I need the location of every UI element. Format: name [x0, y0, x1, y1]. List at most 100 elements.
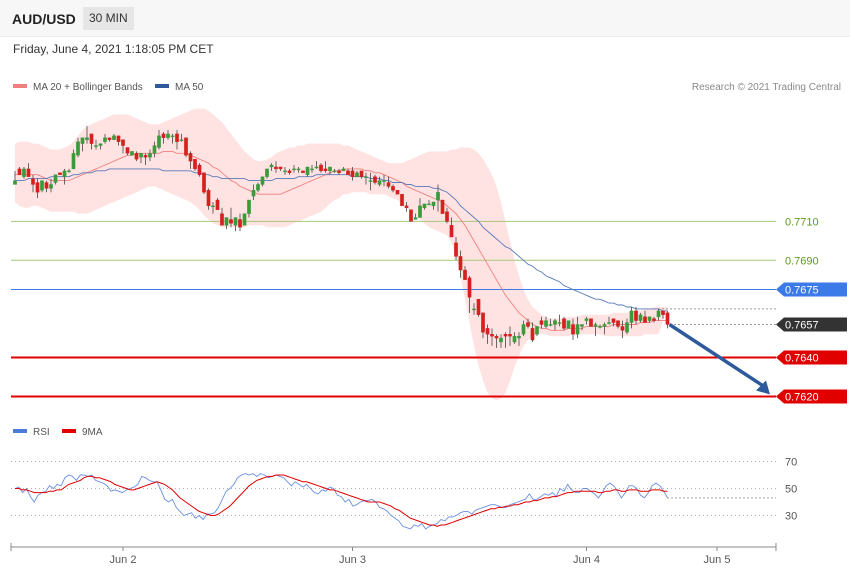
candle-body — [638, 314, 643, 321]
timeframe-badge[interactable]: 30 MIN — [83, 7, 134, 30]
candle-body — [179, 139, 184, 141]
candle-body — [170, 135, 175, 138]
candle-body — [530, 328, 535, 341]
level-tag-label: 0.7657 — [785, 319, 819, 331]
candle-body — [26, 168, 31, 177]
candle-body — [148, 153, 152, 158]
candle-body — [62, 170, 67, 177]
candle-body — [94, 145, 98, 147]
rsi-legend-swatch — [62, 429, 76, 433]
candle-body — [436, 192, 440, 201]
candle-body — [175, 133, 179, 142]
candle-body — [607, 322, 611, 324]
candle-body — [463, 269, 467, 280]
candle-body — [544, 320, 548, 327]
candle-body — [359, 170, 364, 177]
candle-body — [634, 310, 638, 321]
candle-body — [278, 166, 283, 170]
candle-body — [202, 172, 206, 193]
candle-body — [251, 190, 256, 197]
candle-body — [643, 316, 647, 323]
candle-body — [35, 182, 40, 193]
candle-body — [395, 190, 400, 195]
candle-body — [647, 316, 652, 321]
rsi-legend-label: RSI — [33, 427, 50, 438]
candle-body — [521, 324, 526, 335]
candle-body — [152, 145, 157, 154]
candle-body — [598, 326, 602, 328]
rsi-tick-label: 70 — [785, 457, 797, 469]
candle-body — [323, 168, 328, 172]
level-tags: 0.7710 0.7690 0.7675 0.7657 0.7640 0.7620 — [776, 216, 847, 404]
candle-body — [224, 217, 229, 226]
candle-body — [233, 217, 238, 226]
rsi-tick-label: 50 — [785, 484, 797, 496]
candles — [13, 126, 670, 348]
candle-body — [256, 184, 260, 191]
candle-body — [143, 155, 148, 158]
candle-body — [161, 133, 166, 138]
level-label: 0.7690 — [785, 255, 819, 267]
candle-body — [301, 170, 305, 173]
candle-body — [130, 151, 134, 156]
rsi-legend-label: 9MA — [82, 427, 103, 438]
candle-body — [589, 318, 593, 327]
candle-body — [247, 199, 251, 214]
candle-body — [400, 193, 404, 207]
candle-body — [368, 180, 373, 182]
candle-body — [85, 137, 89, 140]
candle-body — [44, 182, 49, 189]
candle-body — [13, 180, 17, 185]
header-bar: AUD/USD 30 MIN — [0, 0, 850, 37]
candle-body — [427, 203, 431, 206]
candle-body — [377, 180, 382, 185]
level-tag-label: 0.7640 — [785, 353, 819, 365]
candle-body — [386, 182, 391, 187]
rsi-9ma-line — [15, 474, 668, 527]
candle-body — [337, 170, 341, 173]
candle-body — [571, 324, 575, 335]
candle-body — [485, 328, 490, 335]
x-axis: Jun 2 Jun 3 Jun 4 Jun 5 — [10, 543, 777, 566]
candle-body — [508, 334, 512, 337]
level-tag-label: 0.7675 — [785, 284, 819, 296]
main-legend: MA 20 + Bollinger Bands MA 50 — [13, 82, 204, 93]
candle-body — [481, 312, 485, 333]
candle-body — [184, 137, 188, 156]
candle-body — [229, 219, 233, 224]
candle-body — [215, 199, 220, 210]
candle-body — [134, 153, 139, 160]
candle-body — [472, 308, 476, 311]
candle-body — [629, 310, 634, 323]
candle-body — [274, 166, 278, 170]
candle-body — [305, 166, 310, 175]
candle-body — [503, 334, 508, 337]
candle-body — [535, 326, 539, 335]
timestamp: Friday, June 4, 2021 1:18:05 PM CET — [13, 42, 214, 56]
candle-body — [355, 172, 359, 177]
candle-body — [665, 312, 670, 325]
candle-body — [418, 205, 422, 218]
x-tick-label: Jun 5 — [704, 554, 731, 566]
candle-body — [31, 178, 35, 185]
candle-body — [314, 166, 319, 169]
candle-body — [76, 141, 80, 156]
rsi-grid: 70 50 30 — [11, 457, 797, 523]
arrow-head — [756, 380, 770, 395]
level-tag — [776, 350, 847, 365]
candle-body — [422, 203, 427, 208]
candle-body — [328, 166, 332, 172]
candle-body — [67, 170, 71, 173]
candle-body — [593, 324, 598, 327]
candle-body — [22, 168, 26, 177]
candle-body — [490, 334, 494, 337]
level-lines — [11, 220, 776, 398]
candle-body — [440, 199, 445, 214]
candle-body — [652, 318, 656, 321]
x-tick-label: Jun 3 — [339, 554, 366, 566]
candle-body — [116, 135, 121, 142]
candle-body — [89, 133, 94, 144]
candle-body — [404, 205, 409, 208]
